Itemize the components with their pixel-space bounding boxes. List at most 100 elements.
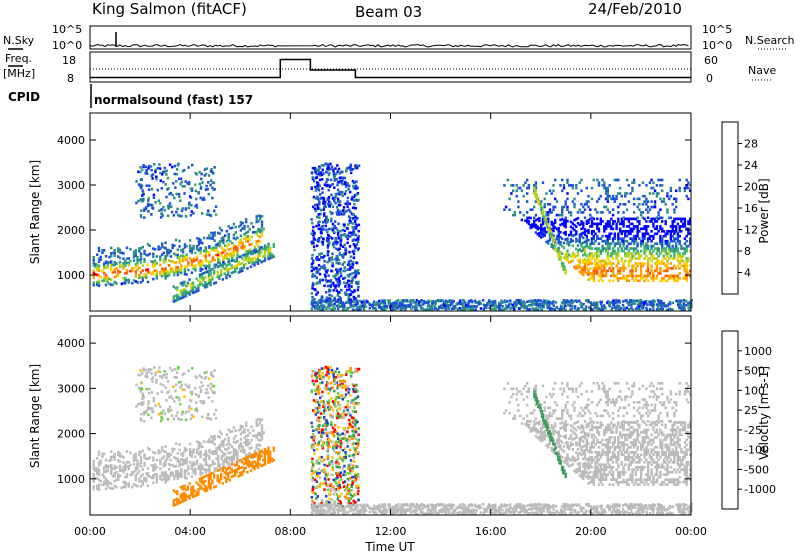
velocity-cell xyxy=(149,448,151,451)
power-cell xyxy=(325,216,327,219)
power-cell xyxy=(147,263,149,266)
velocity-cell xyxy=(105,488,107,491)
power-cell xyxy=(647,267,649,270)
power-cell xyxy=(512,190,514,193)
velocity-cell xyxy=(220,475,222,478)
power-cell xyxy=(622,300,624,303)
power-cell xyxy=(612,214,614,217)
power-cell xyxy=(561,211,563,214)
power-cell xyxy=(175,211,177,214)
power-cell xyxy=(403,307,405,310)
power-cell xyxy=(162,206,164,209)
power-cell xyxy=(511,304,513,307)
power-cell xyxy=(603,181,605,184)
power-cell xyxy=(247,231,249,234)
power-cell xyxy=(631,275,633,278)
velocity-cell xyxy=(181,384,183,387)
power-cell xyxy=(147,268,149,271)
power-cell xyxy=(317,198,319,201)
power-cell xyxy=(167,177,169,180)
power-cell xyxy=(605,260,607,263)
power-cell xyxy=(547,307,549,310)
power-cell xyxy=(155,176,157,179)
power-cell xyxy=(663,198,665,201)
power-cell xyxy=(571,305,573,308)
power-cell xyxy=(540,299,542,302)
power-cell xyxy=(188,207,190,210)
power-cell xyxy=(573,198,575,201)
power-cell xyxy=(316,187,318,190)
power-cell xyxy=(640,302,642,305)
power-cell xyxy=(397,299,399,302)
power-cell xyxy=(180,269,182,272)
power-cell xyxy=(323,260,325,263)
power-cell xyxy=(245,218,247,221)
power-cell xyxy=(514,211,516,214)
power-cell xyxy=(474,300,476,303)
power-cell xyxy=(252,226,254,229)
power-cell xyxy=(666,262,668,265)
power-cell xyxy=(495,304,497,307)
power-cell xyxy=(673,233,675,236)
power-cell xyxy=(596,218,598,221)
power-cell xyxy=(322,237,324,240)
velocity-cell xyxy=(112,487,114,490)
velocity-cell xyxy=(197,493,199,496)
power-cell xyxy=(129,248,131,251)
power-cell xyxy=(135,249,137,252)
power-cell xyxy=(176,289,178,292)
power-cell xyxy=(533,187,535,190)
power-cell xyxy=(659,225,661,228)
power-cell xyxy=(521,219,523,222)
power-cell xyxy=(353,243,355,246)
power-cell xyxy=(164,167,166,170)
velocity-cell xyxy=(148,368,150,371)
power-cell xyxy=(349,217,351,220)
power-cell xyxy=(169,202,171,205)
power-cell xyxy=(526,192,528,195)
velocity-cell xyxy=(124,486,126,489)
power-cell xyxy=(601,235,603,238)
velocity-cell xyxy=(181,418,183,421)
velocity-cell xyxy=(98,471,100,474)
power-cell xyxy=(621,257,623,260)
velocity-cell xyxy=(93,462,95,465)
power-cell xyxy=(236,267,238,270)
power-cell xyxy=(555,301,557,304)
power-cell xyxy=(355,271,357,274)
power-cell xyxy=(587,222,589,225)
power-cell xyxy=(224,234,226,237)
power-cell xyxy=(542,210,544,213)
power-cell xyxy=(222,239,224,242)
power-cell xyxy=(650,220,652,223)
power-cell xyxy=(598,198,600,201)
power-cell xyxy=(330,203,332,206)
power-cell xyxy=(600,303,602,306)
power-cell xyxy=(98,250,100,253)
power-cell xyxy=(680,257,682,260)
power-cell xyxy=(679,240,681,243)
power-cell xyxy=(514,214,516,217)
power-cell xyxy=(207,181,209,184)
power-cell xyxy=(645,307,647,310)
power-cell xyxy=(652,272,654,275)
power-cell xyxy=(434,307,436,310)
power-cell xyxy=(311,292,313,295)
power-cell xyxy=(231,242,233,245)
power-cell xyxy=(350,285,352,288)
velocity-cell xyxy=(194,387,196,390)
power-cell xyxy=(98,247,100,250)
power-cell xyxy=(628,265,630,268)
velocity-cell xyxy=(167,418,169,421)
power-cell xyxy=(93,284,95,287)
power-cell xyxy=(353,231,355,234)
power-cell xyxy=(340,244,342,247)
power-cell xyxy=(328,307,330,310)
power-cell xyxy=(200,178,202,181)
power-cell xyxy=(273,243,275,246)
velocity-cell xyxy=(177,417,179,420)
power-cell xyxy=(577,217,579,220)
velocity-cell xyxy=(249,432,251,435)
power-cell xyxy=(261,215,263,218)
power-cell xyxy=(607,192,609,195)
